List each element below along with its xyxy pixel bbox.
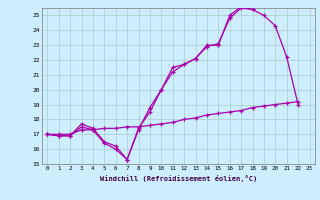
X-axis label: Windchill (Refroidissement éolien,°C): Windchill (Refroidissement éolien,°C)	[100, 175, 257, 182]
